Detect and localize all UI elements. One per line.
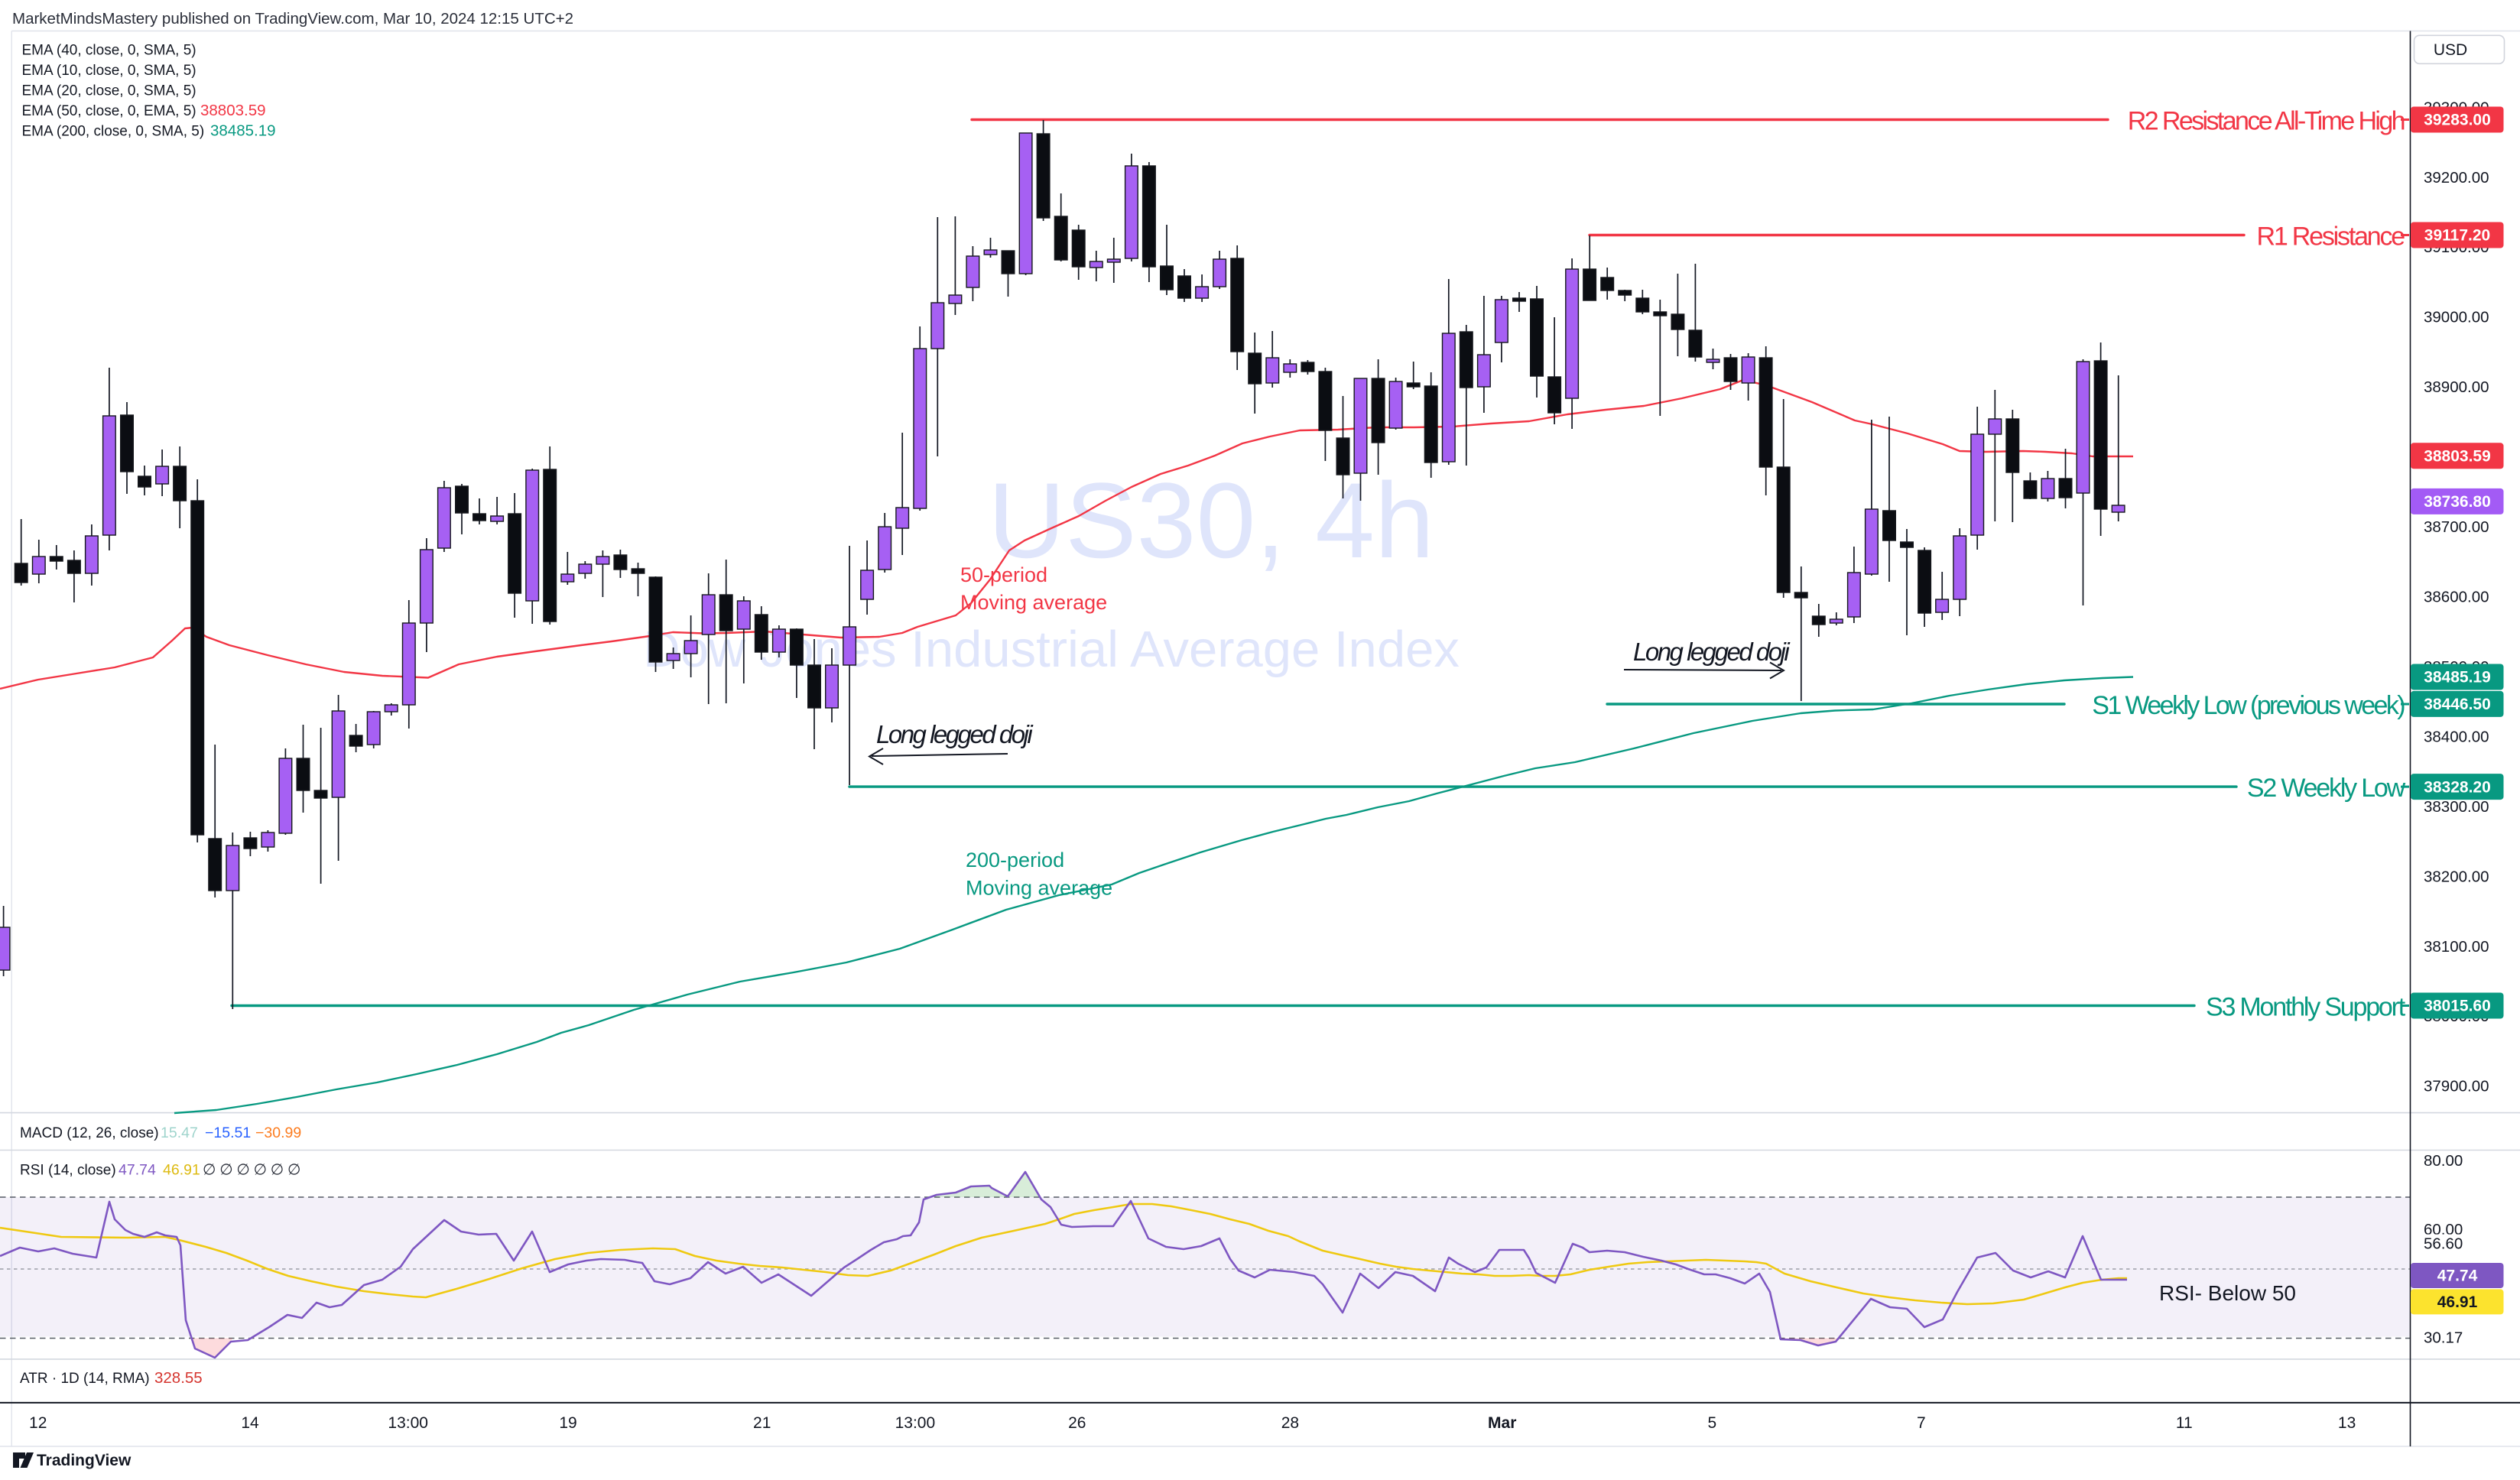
svg-text:S1 Weekly Low (previous week): S1 Weekly Low (previous week) [2092, 691, 2405, 720]
svg-text:12: 12 [29, 1414, 47, 1432]
svg-text:19: 19 [559, 1414, 576, 1432]
svg-text:−30.99: −30.99 [255, 1125, 301, 1141]
svg-text:US30, 4h: US30, 4h [988, 460, 1434, 580]
svg-text:38200.00: 38200.00 [2424, 868, 2489, 885]
svg-text:28: 28 [1281, 1414, 1299, 1432]
svg-text:50-period: 50-period [960, 563, 1047, 586]
svg-text:USD: USD [2434, 41, 2467, 59]
svg-text:46.91: 46.91 [2437, 1293, 2478, 1311]
svg-text:R2 Resistance All-Time High: R2 Resistance All-Time High [2128, 107, 2405, 136]
svg-text:38328.20: 38328.20 [2424, 778, 2491, 796]
svg-text:EMA (200, close, 0, SMA, 5): EMA (200, close, 0, SMA, 5) [22, 124, 205, 140]
svg-text:38300.00: 38300.00 [2424, 798, 2489, 816]
svg-text:EMA (20, close, 0, SMA, 5): EMA (20, close, 0, SMA, 5) [22, 83, 196, 99]
svg-text:∅: ∅ [236, 1162, 249, 1179]
svg-text:∅: ∅ [203, 1162, 216, 1179]
svg-text:38803.59: 38803.59 [2424, 448, 2491, 466]
svg-text:14: 14 [241, 1414, 259, 1432]
svg-text:80.00: 80.00 [2424, 1152, 2463, 1170]
svg-text:39117.20: 39117.20 [2424, 227, 2490, 245]
svg-text:R1 Resistance: R1 Resistance [2257, 222, 2405, 252]
svg-text:∅: ∅ [219, 1162, 232, 1179]
svg-text:5: 5 [1708, 1414, 1717, 1432]
svg-text:38700.00: 38700.00 [2424, 518, 2489, 536]
svg-text:11: 11 [2176, 1414, 2193, 1432]
svg-text:328.55: 328.55 [154, 1369, 203, 1387]
svg-text:13:00: 13:00 [895, 1414, 936, 1432]
svg-text:RSI (14, close): RSI (14, close) [20, 1163, 116, 1179]
svg-text:RSI- Below 50: RSI- Below 50 [2159, 1281, 2296, 1305]
svg-text:46.91: 46.91 [163, 1162, 200, 1179]
svg-text:47.74: 47.74 [2437, 1267, 2478, 1285]
svg-text:Long legged doji: Long legged doji [1633, 638, 1791, 666]
svg-text:30.17: 30.17 [2424, 1329, 2463, 1347]
svg-text:Moving average: Moving average [960, 591, 1107, 614]
svg-text:38446.50: 38446.50 [2424, 696, 2491, 713]
svg-text:−15.51: −15.51 [205, 1125, 251, 1141]
svg-text:47.74: 47.74 [119, 1162, 156, 1179]
svg-text:38485.19: 38485.19 [210, 122, 276, 140]
svg-text:13: 13 [2338, 1414, 2356, 1432]
svg-text:38736.80: 38736.80 [2424, 493, 2491, 511]
svg-text:21: 21 [753, 1414, 771, 1432]
svg-text:Long legged doji: Long legged doji [876, 720, 1034, 748]
svg-text:MarketMindsMastery published o: MarketMindsMastery published on TradingV… [12, 10, 573, 28]
svg-text:7: 7 [1917, 1414, 1926, 1432]
svg-text:S3 Monthly Support: S3 Monthly Support [2206, 993, 2406, 1022]
svg-text:37900.00: 37900.00 [2424, 1078, 2489, 1095]
svg-text:EMA (40, close, 0, SMA, 5): EMA (40, close, 0, SMA, 5) [22, 43, 196, 59]
svg-text:EMA (10, close, 0, SMA, 5): EMA (10, close, 0, SMA, 5) [22, 63, 196, 79]
svg-text:38400.00: 38400.00 [2424, 728, 2489, 745]
svg-text:38100.00: 38100.00 [2424, 938, 2489, 956]
svg-text:S2 Weekly Low: S2 Weekly Low [2247, 774, 2406, 803]
svg-text:39283.00: 39283.00 [2424, 112, 2491, 129]
svg-text:ATR · 1D (14, RMA): ATR · 1D (14, RMA) [20, 1371, 150, 1387]
svg-text:15.47: 15.47 [161, 1125, 198, 1141]
svg-text:TradingView: TradingView [37, 1452, 132, 1469]
svg-text:200-period: 200-period [966, 849, 1064, 871]
svg-text:Mar: Mar [1488, 1414, 1516, 1432]
svg-text:38015.60: 38015.60 [2424, 998, 2491, 1015]
svg-text:∅: ∅ [254, 1162, 267, 1179]
svg-text:26: 26 [1068, 1414, 1086, 1432]
svg-text:MACD (12, 26, close): MACD (12, 26, close) [20, 1125, 159, 1141]
svg-text:60.00: 60.00 [2424, 1221, 2463, 1238]
svg-text:56.60: 56.60 [2424, 1235, 2463, 1253]
svg-text:Moving average: Moving average [966, 877, 1112, 900]
svg-text:∅: ∅ [287, 1162, 300, 1179]
svg-text:38803.59: 38803.59 [200, 102, 266, 119]
svg-text:EMA (50, close, 0, EMA, 5): EMA (50, close, 0, EMA, 5) [22, 103, 196, 119]
svg-text:39000.00: 39000.00 [2424, 309, 2489, 326]
svg-text:39200.00: 39200.00 [2424, 169, 2489, 187]
svg-text:38600.00: 38600.00 [2424, 589, 2489, 606]
svg-text:13:00: 13:00 [388, 1414, 428, 1432]
svg-text:38900.00: 38900.00 [2424, 378, 2489, 396]
svg-text:∅: ∅ [271, 1162, 284, 1179]
svg-text:38485.19: 38485.19 [2424, 669, 2491, 686]
